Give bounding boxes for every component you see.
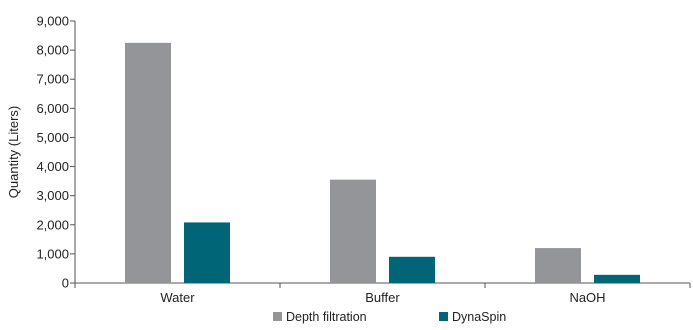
y-tick-label: 8,000: [36, 43, 69, 58]
x-tick-label: Buffer: [365, 290, 400, 305]
y-tick-label: 7,000: [36, 72, 69, 87]
y-tick-label: 1,000: [36, 246, 69, 261]
y-tick-label: 2,000: [36, 217, 69, 232]
bar-dynaspin-water: [184, 222, 230, 283]
bar-depth-filtration-water: [125, 42, 171, 284]
bar-dynaspin-naoh: [594, 274, 640, 283]
x-tick-label: NaOH: [569, 290, 605, 305]
y-axis: 0 1,000 2,000 3,000 4,000 5,000 6,000 7,000 8,00…: [36, 14, 76, 291]
y-tick-label: 5,000: [36, 130, 69, 145]
legend-swatch: [273, 312, 282, 321]
bars: [125, 42, 640, 284]
y-axis-title: Quantity (Liters): [6, 106, 21, 198]
legend-swatch: [439, 312, 448, 321]
bar-depth-filtration-naoh: [535, 248, 581, 283]
y-tick-label: 0: [62, 276, 69, 291]
y-tick-label: 4,000: [36, 159, 69, 174]
legend: Depth filtration DynaSpin: [273, 310, 506, 324]
y-tick-label: 6,000: [36, 101, 69, 116]
x-axis: Water Buffer NaOH: [74, 282, 691, 305]
y-tick-label: 9,000: [36, 14, 69, 29]
bar-dynaspin-buffer: [389, 256, 435, 283]
legend-label: Depth filtration: [286, 310, 367, 324]
x-tick-label: Water: [160, 290, 195, 305]
y-tick-label: 3,000: [36, 188, 69, 203]
legend-label: DynaSpin: [452, 310, 506, 324]
bar-depth-filtration-buffer: [330, 179, 376, 283]
